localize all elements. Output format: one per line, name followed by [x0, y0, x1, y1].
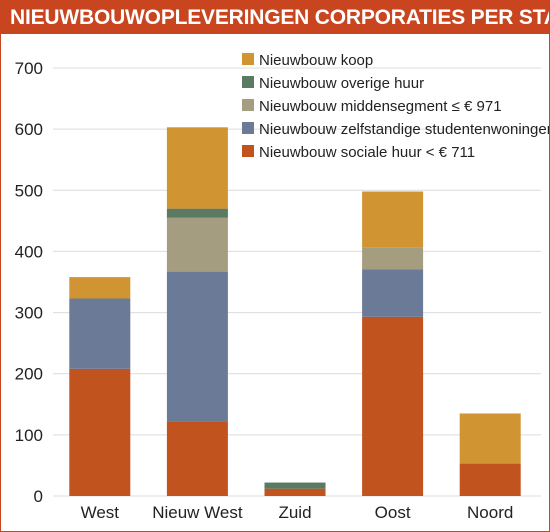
x-tick-label: Nieuw West — [152, 503, 243, 522]
legend-label: Nieuwbouw koop — [259, 52, 373, 69]
y-tick-label: 700 — [15, 59, 43, 78]
bar-segment — [362, 316, 424, 496]
legend-swatch — [242, 145, 254, 157]
chart-title: NIEUWBOUWOPLEVERINGEN CORPORATIES PER ST… — [1, 1, 549, 34]
bar-segment — [166, 271, 228, 422]
x-tick-label: Oost — [375, 503, 411, 522]
bar-segment — [166, 208, 228, 218]
bar-segment — [69, 298, 131, 369]
bar-segment — [362, 191, 424, 248]
bar-segment — [362, 247, 424, 270]
y-tick-label: 300 — [15, 304, 43, 323]
bar-segment — [69, 277, 131, 299]
y-tick-label: 200 — [15, 365, 43, 384]
legend-label: Nieuwbouw sociale huur < € 711 — [259, 144, 475, 161]
bar-segment — [166, 421, 228, 496]
legend-swatch — [242, 99, 254, 111]
bar-segment — [166, 127, 228, 209]
bar-segment — [362, 269, 424, 317]
y-tick-label: 400 — [15, 242, 43, 261]
bar-segment — [264, 482, 326, 489]
bar-segment — [459, 463, 521, 496]
y-tick-label: 500 — [15, 181, 43, 200]
legend-label: Nieuwbouw middensegment ≤ € 971 — [259, 98, 502, 115]
x-tick-label: Noord — [467, 503, 513, 522]
bar-segment — [69, 368, 131, 496]
bar-segment — [459, 413, 521, 464]
bar-segment — [166, 217, 228, 272]
legend-swatch — [242, 122, 254, 134]
y-tick-label: 0 — [34, 487, 43, 506]
legend-swatch — [242, 76, 254, 88]
x-tick-label: West — [81, 503, 120, 522]
legend-label: Nieuwbouw zelfstandige studentenwoningen — [259, 121, 549, 138]
x-tick-label: Zuid — [278, 503, 311, 522]
bar-segment — [264, 488, 326, 496]
y-tick-label: 600 — [15, 120, 43, 139]
y-tick-label: 100 — [15, 426, 43, 445]
legend-swatch — [242, 53, 254, 65]
legend-label: Nieuwbouw overige huur — [259, 75, 424, 92]
